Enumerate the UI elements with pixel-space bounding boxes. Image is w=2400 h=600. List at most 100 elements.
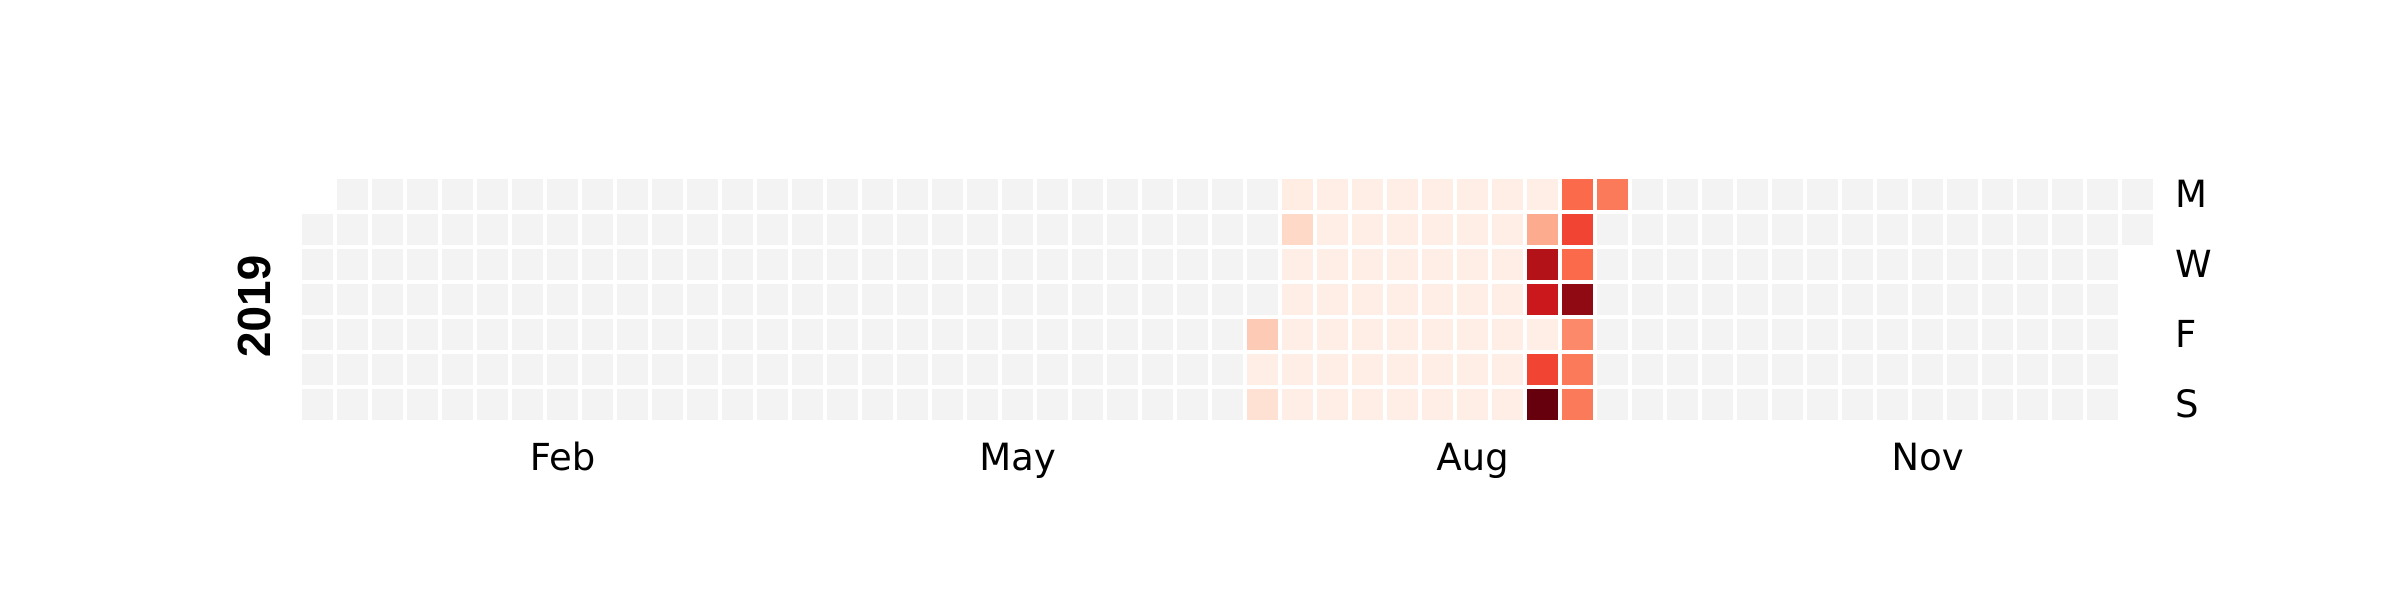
heatmap-cell <box>1492 214 1523 245</box>
heatmap-cell <box>652 354 683 385</box>
heatmap-cell <box>687 284 718 315</box>
heatmap-cell <box>1982 284 2013 315</box>
heatmap-cell <box>477 354 508 385</box>
heatmap-cell <box>442 214 473 245</box>
month-label: Nov <box>1891 436 1963 479</box>
heatmap-cell <box>407 389 438 420</box>
heatmap-cell <box>967 354 998 385</box>
heatmap-cell <box>1597 354 1628 385</box>
heatmap-cell <box>1947 319 1978 350</box>
heatmap-cell <box>1632 284 1663 315</box>
heatmap-cell <box>967 284 998 315</box>
heatmap-cell <box>2017 179 2048 210</box>
heatmap-cell <box>722 214 753 245</box>
heatmap-cell <box>1807 284 1838 315</box>
heatmap-cell <box>2122 214 2153 245</box>
heatmap-cell <box>827 389 858 420</box>
heatmap-cell <box>897 319 928 350</box>
heatmap-cell <box>1737 214 1768 245</box>
heatmap-cell <box>792 179 823 210</box>
heatmap-cell <box>1142 319 1173 350</box>
heatmap-cell <box>1317 214 1348 245</box>
heatmap-cell <box>722 179 753 210</box>
heatmap-cell <box>2017 214 2048 245</box>
heatmap-cell <box>1142 214 1173 245</box>
heatmap-cell <box>302 214 333 245</box>
heatmap-cell <box>302 284 333 315</box>
heatmap-cell <box>932 284 963 315</box>
heatmap-cell <box>1142 389 1173 420</box>
heatmap-cell <box>1772 284 1803 315</box>
heatmap-cell <box>1247 214 1278 245</box>
heatmap-cell <box>1002 354 1033 385</box>
heatmap-cell <box>687 249 718 280</box>
heatmap-cell <box>1737 284 1768 315</box>
heatmap-cell <box>1387 389 1418 420</box>
heatmap-cell <box>1247 319 1278 350</box>
heatmap-cell <box>687 389 718 420</box>
heatmap-cell <box>1667 389 1698 420</box>
heatmap-cell <box>1597 319 1628 350</box>
heatmap-cell <box>1492 389 1523 420</box>
heatmap-cell <box>547 319 578 350</box>
heatmap-cell <box>827 249 858 280</box>
heatmap-cells <box>302 179 2153 420</box>
heatmap-cell <box>757 249 788 280</box>
heatmap-cell <box>757 354 788 385</box>
heatmap-cell <box>862 284 893 315</box>
heatmap-cell <box>1212 214 1243 245</box>
heatmap-cell <box>1807 214 1838 245</box>
heatmap-cell <box>1667 319 1698 350</box>
heatmap-cell <box>652 249 683 280</box>
heatmap-cell <box>512 319 543 350</box>
heatmap-cell <box>1527 284 1558 315</box>
heatmap-cell <box>512 354 543 385</box>
heatmap-cell <box>792 214 823 245</box>
heatmap-cell <box>1352 214 1383 245</box>
heatmap-cell <box>1107 389 1138 420</box>
heatmap-cell <box>1457 179 1488 210</box>
weekday-label: W <box>2175 243 2212 286</box>
heatmap-cell <box>1667 179 1698 210</box>
heatmap-cell <box>862 319 893 350</box>
heatmap-cell <box>1842 354 1873 385</box>
heatmap-cell <box>1667 284 1698 315</box>
month-tick-labels: Feb May Aug Nov <box>530 436 1964 479</box>
heatmap-cell <box>1492 179 1523 210</box>
heatmap-cell <box>1212 249 1243 280</box>
heatmap-cell <box>1667 354 1698 385</box>
heatmap-cell <box>372 214 403 245</box>
heatmap-cell <box>932 179 963 210</box>
heatmap-cell <box>2052 389 2083 420</box>
heatmap-cell <box>1702 284 1733 315</box>
heatmap-cell <box>1947 179 1978 210</box>
heatmap-cell <box>1912 389 1943 420</box>
heatmap-cell <box>1912 354 1943 385</box>
heatmap-cell <box>1807 319 1838 350</box>
heatmap-cell <box>372 354 403 385</box>
heatmap-cell <box>2052 284 2083 315</box>
heatmap-cell <box>792 354 823 385</box>
heatmap-cell <box>792 389 823 420</box>
heatmap-cell <box>442 354 473 385</box>
heatmap-cell <box>1352 354 1383 385</box>
heatmap-cell <box>2017 389 2048 420</box>
heatmap-cell <box>1282 214 1313 245</box>
heatmap-cell <box>1982 249 2013 280</box>
heatmap-cell <box>582 319 613 350</box>
heatmap-cell <box>1772 354 1803 385</box>
heatmap-cell <box>617 354 648 385</box>
heatmap-cell <box>792 284 823 315</box>
heatmap-cell <box>442 319 473 350</box>
heatmap-cell <box>1737 389 1768 420</box>
heatmap-cell <box>2087 249 2118 280</box>
heatmap-cell <box>1072 179 1103 210</box>
heatmap-cell <box>1807 354 1838 385</box>
heatmap-cell <box>1037 214 1068 245</box>
heatmap-cell <box>792 249 823 280</box>
heatmap-cell <box>1947 354 1978 385</box>
heatmap-cell <box>1842 249 1873 280</box>
heatmap-cell <box>897 214 928 245</box>
heatmap-cell <box>1317 354 1348 385</box>
